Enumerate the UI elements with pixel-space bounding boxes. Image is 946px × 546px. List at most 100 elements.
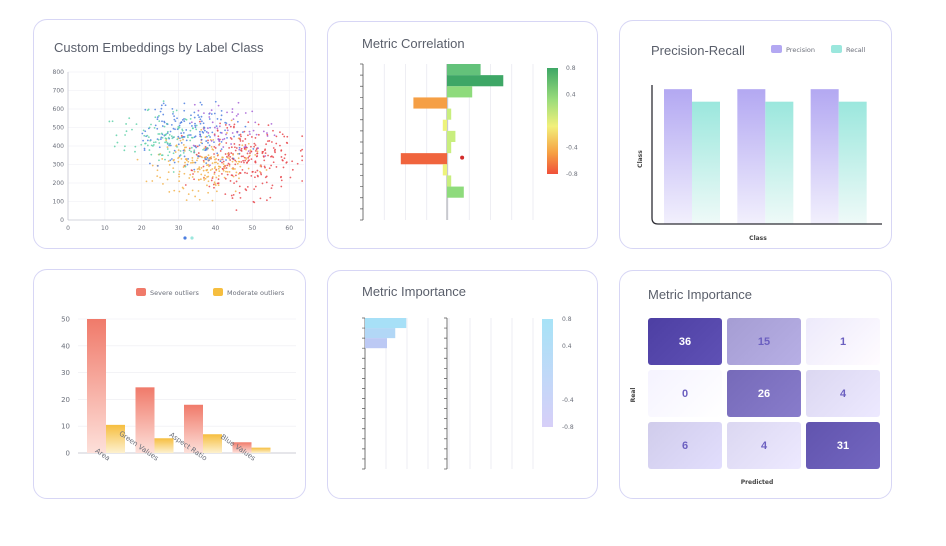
scatter-point — [275, 135, 278, 138]
scatter-point — [193, 116, 196, 119]
scatter-point — [214, 100, 217, 103]
scatter-point — [150, 144, 153, 147]
moderate-bar — [251, 447, 271, 453]
scatter-point — [238, 152, 241, 155]
scatter-point — [249, 133, 251, 135]
scatter-point — [256, 169, 259, 172]
scatter-point — [240, 135, 242, 138]
scatter-point — [143, 149, 146, 152]
scatter-point — [205, 131, 208, 133]
scatter-point — [254, 171, 257, 174]
scatter-point — [234, 190, 237, 193]
scatter-point — [232, 175, 235, 178]
y-axis-label: Class — [637, 150, 644, 168]
embeddings-chart: 0 100 200 300 400 500 600 700 800 0 10 20 30 40 50 60 — [53, 69, 304, 240]
scatter-point — [200, 155, 203, 158]
y-tick-label: 400 — [53, 143, 65, 150]
scatter-point — [241, 168, 244, 171]
scatter-point — [177, 157, 179, 160]
scatter-point — [226, 152, 229, 155]
scatter-point — [247, 142, 250, 145]
scatter-point — [182, 166, 185, 168]
scatter-point — [180, 121, 183, 124]
scatter-point — [208, 112, 211, 115]
x-tick-label: 40 — [212, 225, 220, 232]
scatter-point — [184, 118, 187, 121]
scatter-point — [191, 159, 194, 162]
scatter-point — [125, 123, 128, 125]
scatter-point — [208, 116, 211, 118]
scatter-point — [283, 135, 286, 138]
scatter-point — [206, 184, 208, 187]
scatter-point — [244, 138, 247, 140]
scatter-point — [179, 139, 182, 142]
scatter-point — [178, 137, 181, 140]
scatter-point — [145, 180, 148, 183]
scatter-point — [243, 161, 245, 164]
scatter-point — [217, 154, 220, 156]
scatter-point — [182, 187, 185, 190]
scatter-point — [203, 161, 205, 163]
correlation-bar — [447, 108, 452, 120]
matrix-cell: 36 — [648, 318, 722, 365]
scatter-point — [247, 156, 250, 159]
scatter-point — [211, 162, 214, 165]
scatter-point — [187, 136, 189, 139]
scatter-point — [144, 130, 147, 133]
scatter-point — [230, 152, 233, 154]
scatter-point — [260, 173, 263, 176]
scatter-point — [246, 185, 249, 188]
scatter-point — [213, 112, 216, 115]
scatter-point — [154, 124, 157, 127]
matrix-card: Metric Importance Predicted Real 36 15 1 0 26… — [619, 270, 892, 499]
scatter-point — [160, 132, 163, 135]
scatter-point — [178, 173, 180, 176]
scatter-point — [244, 144, 247, 146]
moderate-bar — [203, 434, 222, 453]
scatter-point — [198, 166, 201, 169]
scatter-point — [255, 133, 258, 136]
recall-bar — [692, 101, 720, 224]
scatter-point — [149, 162, 151, 165]
scatter-point — [209, 136, 211, 138]
scatter-point — [146, 139, 149, 142]
scatter-point — [237, 101, 240, 104]
scatter-point — [243, 146, 246, 149]
scatter-point — [188, 134, 190, 136]
scatter-point — [195, 153, 198, 156]
scatter-point — [282, 166, 285, 169]
scatter-point — [216, 162, 219, 165]
scatter-point — [208, 157, 211, 160]
scatter-point — [198, 198, 201, 201]
x-tick-label: 20 — [138, 225, 146, 232]
scatter-point — [140, 143, 143, 146]
scatter-point — [193, 149, 196, 152]
scatter-point — [159, 110, 162, 113]
scatter-point — [211, 175, 214, 178]
scatter-point — [236, 162, 239, 165]
importance-chart: 0.8 0.4 -0.4 -0.8 — [362, 316, 574, 470]
scatter-point — [203, 156, 206, 159]
scatter-point — [222, 169, 225, 172]
scatter-point — [148, 149, 151, 151]
scatter-point — [286, 142, 289, 145]
matrix-cell: 15 — [727, 318, 801, 365]
scatter-point — [240, 150, 243, 152]
scatter-point — [166, 178, 169, 181]
scatter-point — [242, 155, 244, 158]
scatter-point — [270, 122, 273, 125]
precision-bar — [664, 89, 692, 224]
scatter-point — [188, 147, 191, 150]
scatter-point — [195, 146, 198, 149]
scatter-point — [173, 158, 175, 161]
scatter-point — [214, 147, 217, 149]
scatter-point — [186, 134, 189, 137]
scatter-point — [224, 153, 227, 155]
scatter-point — [215, 157, 218, 160]
scatter-point — [157, 138, 160, 141]
scatter-point — [217, 135, 220, 138]
scatter-point — [146, 144, 149, 147]
scatter-point — [226, 126, 229, 129]
scatter-point — [180, 141, 183, 144]
scatter-point — [196, 145, 199, 148]
